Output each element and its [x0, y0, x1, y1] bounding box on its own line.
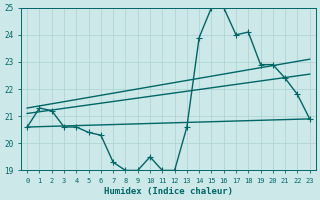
X-axis label: Humidex (Indice chaleur): Humidex (Indice chaleur) [104, 187, 233, 196]
